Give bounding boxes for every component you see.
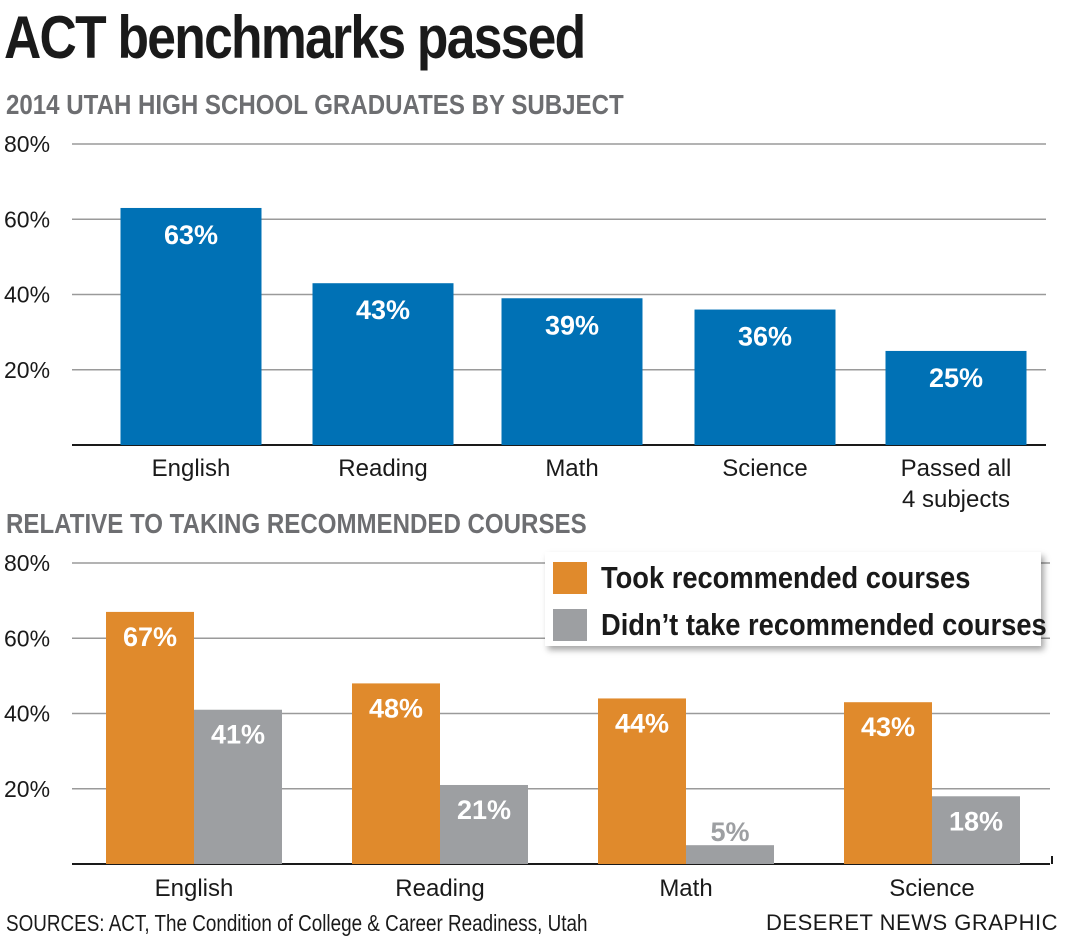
chart2-category-label: Science	[889, 875, 974, 902]
chart2-bar-took-label: 48%	[369, 693, 423, 723]
chart2-ytick-label: 80%	[4, 550, 50, 576]
chart1-category-label: Reading	[338, 455, 427, 482]
chart1-bar	[885, 350, 1027, 445]
chart2-legend: Took recommended courses Didn’t take rec…	[545, 552, 1047, 646]
chart2-bar-didnt-label: 5%	[710, 817, 749, 847]
chart-title: ACT benchmarks passed	[4, 4, 586, 71]
chart2-bar-didnt-label: 41%	[211, 720, 265, 750]
chart1-bar	[312, 283, 454, 445]
sources-note: SOURCES: ACT, The Condition of College &…	[6, 910, 588, 936]
chart2-subtitle: RELATIVE TO TAKING RECOMMENDED COURSES	[6, 508, 587, 539]
chart2-bar-took-label: 44%	[615, 708, 669, 738]
chart1-data-label: 43%	[356, 295, 410, 325]
chart1-category-label: Passed all	[901, 455, 1012, 482]
legend-label-took: Took recommended courses	[601, 560, 971, 595]
chart2-category-label: English	[155, 875, 234, 902]
chart2-ytick-label: 40%	[4, 701, 50, 727]
chart1-bar	[694, 309, 836, 445]
legend-item-didnt: Didn’t take recommended courses	[553, 607, 1068, 643]
graphic-credit: DESERET NEWS GRAPHIC	[766, 910, 1058, 935]
chart1-subtitle: 2014 UTAH HIGH SCHOOL GRADUATES BY SUBJE…	[6, 89, 624, 120]
legend-label-didnt: Didn’t take recommended courses	[601, 607, 1047, 642]
chart1-bar	[501, 298, 643, 445]
chart1-ytick-label: 20%	[4, 357, 50, 383]
legend-item-took: Took recommended courses	[553, 560, 1021, 596]
chart2-category-label: Reading	[395, 875, 484, 902]
chart1-data-label: 63%	[164, 220, 218, 250]
chart2-bar-took	[844, 702, 932, 864]
chart2-bar-took	[598, 698, 686, 864]
chart2-ytick-label: 20%	[4, 776, 50, 802]
chart1-ytick-label: 80%	[4, 131, 50, 157]
chart1-ytick-label: 40%	[4, 282, 50, 308]
chart1-data-label: 36%	[738, 322, 792, 352]
chart1-category-label: English	[152, 455, 231, 482]
legend-swatch-took	[553, 562, 587, 594]
chart2-bar-didnt	[686, 845, 774, 864]
chart1-category-label: Science	[722, 455, 807, 482]
chart2-bar-took	[352, 683, 440, 864]
chart2-bar-took-label: 67%	[123, 622, 177, 652]
chart1-ytick-label: 60%	[4, 206, 50, 232]
chart1-data-label: 39%	[545, 310, 599, 340]
chart2-bar-didnt	[932, 796, 1020, 864]
chart1-data-label: 25%	[929, 363, 983, 393]
chart2-bar-took-label: 43%	[861, 712, 915, 742]
legend-swatch-didnt	[553, 609, 587, 641]
chart1-category-label: Math	[545, 455, 598, 482]
chart1-bar	[120, 207, 262, 445]
chart2-bar-didnt-label: 21%	[457, 795, 511, 825]
chart2-bar-didnt	[194, 709, 282, 864]
chart2-bar-didnt-label: 18%	[949, 806, 1003, 836]
chart2-ytick-label: 60%	[4, 625, 50, 651]
chart2-bar-took	[106, 611, 194, 864]
chart2-bar-didnt	[440, 784, 528, 864]
chart2-category-label: Math	[659, 875, 712, 902]
chart1-category-label: 4 subjects	[902, 486, 1010, 513]
